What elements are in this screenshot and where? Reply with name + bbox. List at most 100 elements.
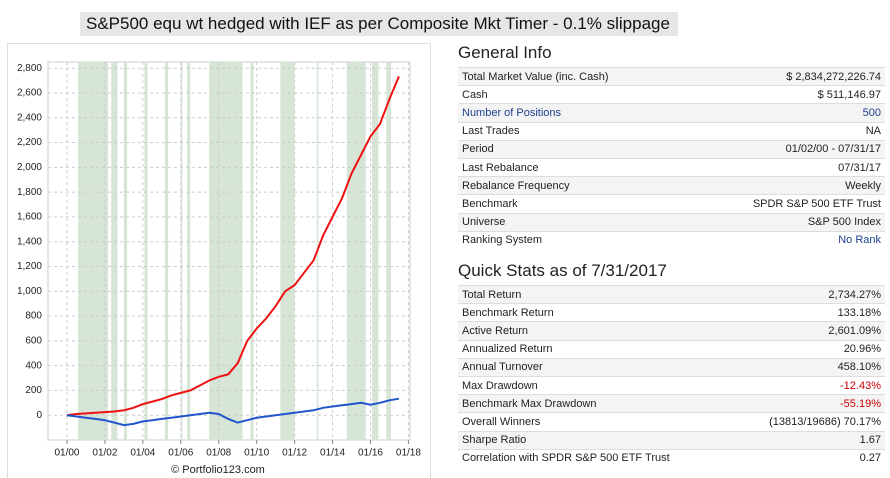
table-row: Rebalance Frequency Weekly [458, 176, 885, 195]
y-tick-label: 1,800 [17, 187, 42, 198]
table-row: Number of Positions 500 [458, 103, 885, 123]
table-row: Total Market Value (inc. Cash) $ 2,834,27… [458, 66, 885, 86]
cell-label: Rebalance Frequency [458, 176, 685, 195]
cell-value: -55.19% [732, 394, 885, 413]
cell-label: Annual Turnover [458, 357, 733, 377]
cell-value: -12.43% [732, 375, 885, 395]
cell-label: Last Trades [458, 121, 685, 141]
cell-value: $ 511,146.97 [684, 85, 885, 104]
cell-label[interactable]: Number of Positions [458, 103, 685, 123]
cell-value: 20.96% [732, 339, 885, 359]
y-tick-label: 600 [25, 335, 42, 346]
section-heading: General Info [458, 43, 552, 62]
table-row: Annualized Return 20.96% [458, 339, 885, 359]
cell-value: 07/31/17 [684, 157, 885, 177]
cell-label: Benchmark [458, 194, 685, 213]
hedge-period [123, 62, 128, 440]
cell-label: Active Return [458, 321, 733, 341]
hedge-period [386, 62, 392, 440]
series-line [66, 76, 400, 417]
cell-value: 2,601.09% [732, 321, 885, 341]
cell-value: 0.27 [732, 448, 885, 467]
series-line [66, 397, 400, 427]
y-tick-label: 2,000 [17, 162, 42, 173]
x-tick-label: 01/08 [206, 448, 231, 459]
cell-label: Correlation with SPDR S&P 500 ETF Trust [458, 448, 733, 467]
cell-value: 458.10% [732, 357, 885, 377]
y-tick-label: 2,400 [17, 112, 42, 123]
hedge-period [111, 62, 118, 440]
info-table: Total Market Value (inc. Cash) $ 2,834,27… [458, 66, 885, 249]
cell-value: NA [684, 121, 885, 141]
cell-label: Overall Winners [458, 412, 733, 431]
general-info: General Info Total Market Value (inc. Ca… [458, 43, 885, 249]
cell-value: 01/02/00 - 07/31/17 [684, 139, 885, 159]
y-tick-label: 800 [25, 311, 42, 322]
cell-value[interactable]: No Rank [684, 230, 885, 249]
page-title: S&P500 equ wt hedged with IEF as per Com… [80, 12, 678, 36]
table-row: Cash $ 511,146.97 [458, 85, 885, 104]
cell-label: Universe [458, 212, 685, 232]
table-row: Benchmark Max Drawdown -55.19% [458, 394, 885, 413]
hedge-period [250, 62, 254, 440]
hedge-period [180, 62, 183, 440]
table-row: Benchmark SPDR S&P 500 ETF Trust [458, 194, 885, 213]
table-row: Overall Winners (13813/19686) 70.17% [458, 412, 885, 431]
y-tick-label: 1,600 [17, 212, 42, 223]
y-tick-label: 2,200 [17, 137, 42, 148]
table-row: Max Drawdown -12.43% [458, 375, 885, 395]
x-tick-label: 01/06 [168, 448, 193, 459]
cell-label: Total Market Value (inc. Cash) [458, 66, 685, 86]
cell-value: (13813/19686) 70.17% [732, 412, 885, 431]
table-row: Sharpe Ratio 1.67 [458, 430, 885, 450]
cell-label: Period [458, 139, 685, 159]
hedge-period [144, 62, 148, 440]
chart-panel [7, 43, 431, 478]
table-row: Annual Turnover 458.10% [458, 357, 885, 377]
cell-label: Last Rebalance [458, 157, 685, 177]
stats-table: Total Return 2,734.27% Benchmark Return 133… [458, 284, 885, 467]
chart: 0 200 400 600 800 1,000 1,200 1,400 1,600 1,800 2,… [17, 61, 421, 476]
cell-value: 1.67 [732, 430, 885, 450]
hedge-period [187, 62, 191, 440]
table-row: Last Trades NA [458, 121, 885, 141]
cell-value: Weekly [684, 176, 885, 195]
table-row: Benchmark Return 133.18% [458, 303, 885, 322]
table-row: Total Return 2,734.27% [458, 284, 885, 304]
hedge-period [346, 62, 366, 440]
cell-value[interactable]: 500 [684, 103, 885, 123]
cell-value: S&P 500 Index [684, 212, 885, 232]
cell-label: Benchmark Max Drawdown [458, 394, 733, 413]
y-tick-label: 2,800 [17, 63, 42, 74]
section-heading: Quick Stats as of 7/31/2017 [458, 261, 667, 280]
table-row: Last Rebalance 07/31/17 [458, 157, 885, 177]
quick-stats: Quick Stats as of 7/31/2017 Total Return… [458, 261, 885, 467]
cell-value: $ 2,834,272,226.74 [684, 66, 885, 86]
hedge-period [209, 62, 243, 440]
table-row: Universe S&P 500 Index [458, 212, 885, 232]
y-tick-label: 0 [36, 410, 42, 421]
table-row: Correlation with SPDR S&P 500 ETF Trust 0… [458, 448, 885, 467]
x-tick-label: 01/10 [244, 448, 269, 459]
cell-value: SPDR S&P 500 ETF Trust [684, 194, 885, 213]
cell-label: Cash [458, 85, 685, 104]
cell-label: Annualized Return [458, 339, 733, 359]
y-tick-label: 200 [25, 385, 42, 396]
y-tick-label: 1,000 [17, 286, 42, 297]
y-tick-label: 1,400 [17, 236, 42, 247]
table-row: Active Return 2,601.09% [458, 321, 885, 341]
x-tick-label: 01/14 [320, 448, 345, 459]
hedge-period [280, 62, 295, 440]
cell-label: Ranking System [458, 230, 685, 249]
x-tick-label: 01/18 [396, 448, 421, 459]
y-tick-label: 1,200 [17, 261, 42, 272]
x-tick-label: 01/16 [358, 448, 383, 459]
table-row: Period 01/02/00 - 07/31/17 [458, 139, 885, 159]
x-tick-label: 01/12 [282, 448, 307, 459]
cell-label: Benchmark Return [458, 303, 733, 322]
cell-value: 133.18% [732, 303, 885, 322]
y-tick-label: 400 [25, 360, 42, 371]
hedge-period [372, 62, 379, 440]
y-tick-label: 2,600 [17, 88, 42, 99]
